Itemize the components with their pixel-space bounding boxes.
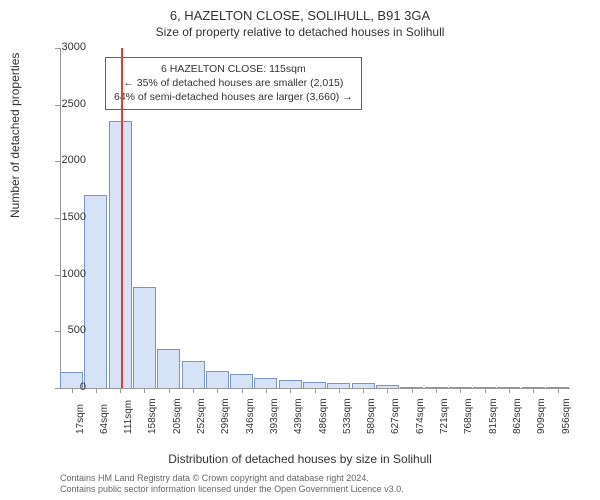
annotation-line2: ← 35% of detached houses are smaller (2,… bbox=[114, 76, 353, 90]
y-tick-mark bbox=[55, 275, 60, 276]
x-tick-mark bbox=[436, 388, 437, 393]
y-tick-mark bbox=[55, 48, 60, 49]
histogram-bar bbox=[182, 361, 205, 388]
x-tick-label: 627sqm bbox=[390, 398, 401, 434]
y-tick-label: 1000 bbox=[46, 268, 86, 280]
y-axis-label: Number of detached properties bbox=[8, 53, 22, 218]
x-tick-mark bbox=[533, 388, 534, 393]
y-tick-mark bbox=[55, 161, 60, 162]
x-tick-label: 252sqm bbox=[196, 398, 207, 434]
x-tick-mark bbox=[96, 388, 97, 393]
x-tick-label: 862sqm bbox=[512, 398, 523, 434]
x-tick-label: 346sqm bbox=[245, 398, 256, 434]
x-tick-mark bbox=[339, 388, 340, 393]
y-tick-label: 500 bbox=[46, 324, 86, 336]
x-tick-label: 721sqm bbox=[439, 398, 450, 434]
histogram-bar bbox=[109, 121, 132, 388]
y-tick-mark bbox=[55, 218, 60, 219]
footer-line2: Contains public sector information licen… bbox=[60, 484, 404, 496]
x-tick-label: 17sqm bbox=[75, 404, 86, 434]
x-tick-mark bbox=[387, 388, 388, 393]
x-tick-mark bbox=[266, 388, 267, 393]
x-tick-mark bbox=[217, 388, 218, 393]
x-tick-mark bbox=[193, 388, 194, 393]
x-tick-mark bbox=[72, 388, 73, 393]
x-tick-label: 674sqm bbox=[415, 398, 426, 434]
histogram-bar bbox=[230, 374, 253, 388]
y-tick-mark bbox=[55, 331, 60, 332]
annotation-line1: 6 HAZELTON CLOSE: 115sqm bbox=[114, 62, 353, 76]
x-tick-label: 533sqm bbox=[342, 398, 353, 434]
x-axis-label: Distribution of detached houses by size … bbox=[0, 452, 600, 466]
x-tick-mark bbox=[460, 388, 461, 393]
x-tick-label: 205sqm bbox=[172, 398, 183, 434]
x-tick-mark bbox=[558, 388, 559, 393]
x-tick-label: 158sqm bbox=[147, 398, 158, 434]
histogram-chart: 6, HAZELTON CLOSE, SOLIHULL, B91 3GA Siz… bbox=[0, 0, 600, 500]
histogram-bar bbox=[206, 371, 229, 388]
property-marker-line bbox=[121, 48, 123, 388]
y-tick-label: 1500 bbox=[46, 211, 86, 223]
y-tick-label: 0 bbox=[46, 381, 86, 393]
x-tick-label: 439sqm bbox=[293, 398, 304, 434]
x-tick-label: 111sqm bbox=[123, 400, 134, 434]
x-tick-mark bbox=[509, 388, 510, 393]
y-tick-label: 2000 bbox=[46, 154, 86, 166]
x-tick-label: 768sqm bbox=[463, 398, 474, 434]
annotation-line3: 64% of semi-detached houses are larger (… bbox=[114, 90, 353, 104]
x-tick-mark bbox=[363, 388, 364, 393]
x-tick-label: 956sqm bbox=[561, 398, 572, 434]
x-tick-label: 393sqm bbox=[269, 398, 280, 434]
x-tick-mark bbox=[169, 388, 170, 393]
y-tick-label: 3000 bbox=[46, 41, 86, 53]
x-tick-mark bbox=[242, 388, 243, 393]
y-tick-label: 2500 bbox=[46, 98, 86, 110]
histogram-bar bbox=[279, 380, 302, 388]
histogram-bar bbox=[157, 349, 180, 388]
x-tick-mark bbox=[290, 388, 291, 393]
y-tick-mark bbox=[55, 388, 60, 389]
y-tick-mark bbox=[55, 105, 60, 106]
x-tick-mark bbox=[315, 388, 316, 393]
x-tick-mark bbox=[485, 388, 486, 393]
chart-title-main: 6, HAZELTON CLOSE, SOLIHULL, B91 3GA bbox=[0, 0, 600, 23]
histogram-bar bbox=[84, 195, 107, 388]
x-tick-label: 909sqm bbox=[536, 398, 547, 434]
x-tick-label: 64sqm bbox=[99, 404, 110, 434]
x-tick-label: 815sqm bbox=[488, 398, 499, 434]
x-tick-mark bbox=[144, 388, 145, 393]
footer-text: Contains HM Land Registry data © Crown c… bbox=[60, 473, 404, 496]
histogram-bar bbox=[133, 287, 156, 388]
x-tick-mark bbox=[412, 388, 413, 393]
histogram-bar bbox=[254, 378, 277, 388]
annotation-box: 6 HAZELTON CLOSE: 115sqm ← 35% of detach… bbox=[105, 57, 362, 110]
x-tick-mark bbox=[120, 388, 121, 393]
footer-line1: Contains HM Land Registry data © Crown c… bbox=[60, 473, 404, 485]
x-tick-label: 580sqm bbox=[366, 398, 377, 434]
x-tick-label: 486sqm bbox=[318, 398, 329, 434]
chart-title-sub: Size of property relative to detached ho… bbox=[0, 23, 600, 39]
x-tick-label: 299sqm bbox=[220, 398, 231, 434]
